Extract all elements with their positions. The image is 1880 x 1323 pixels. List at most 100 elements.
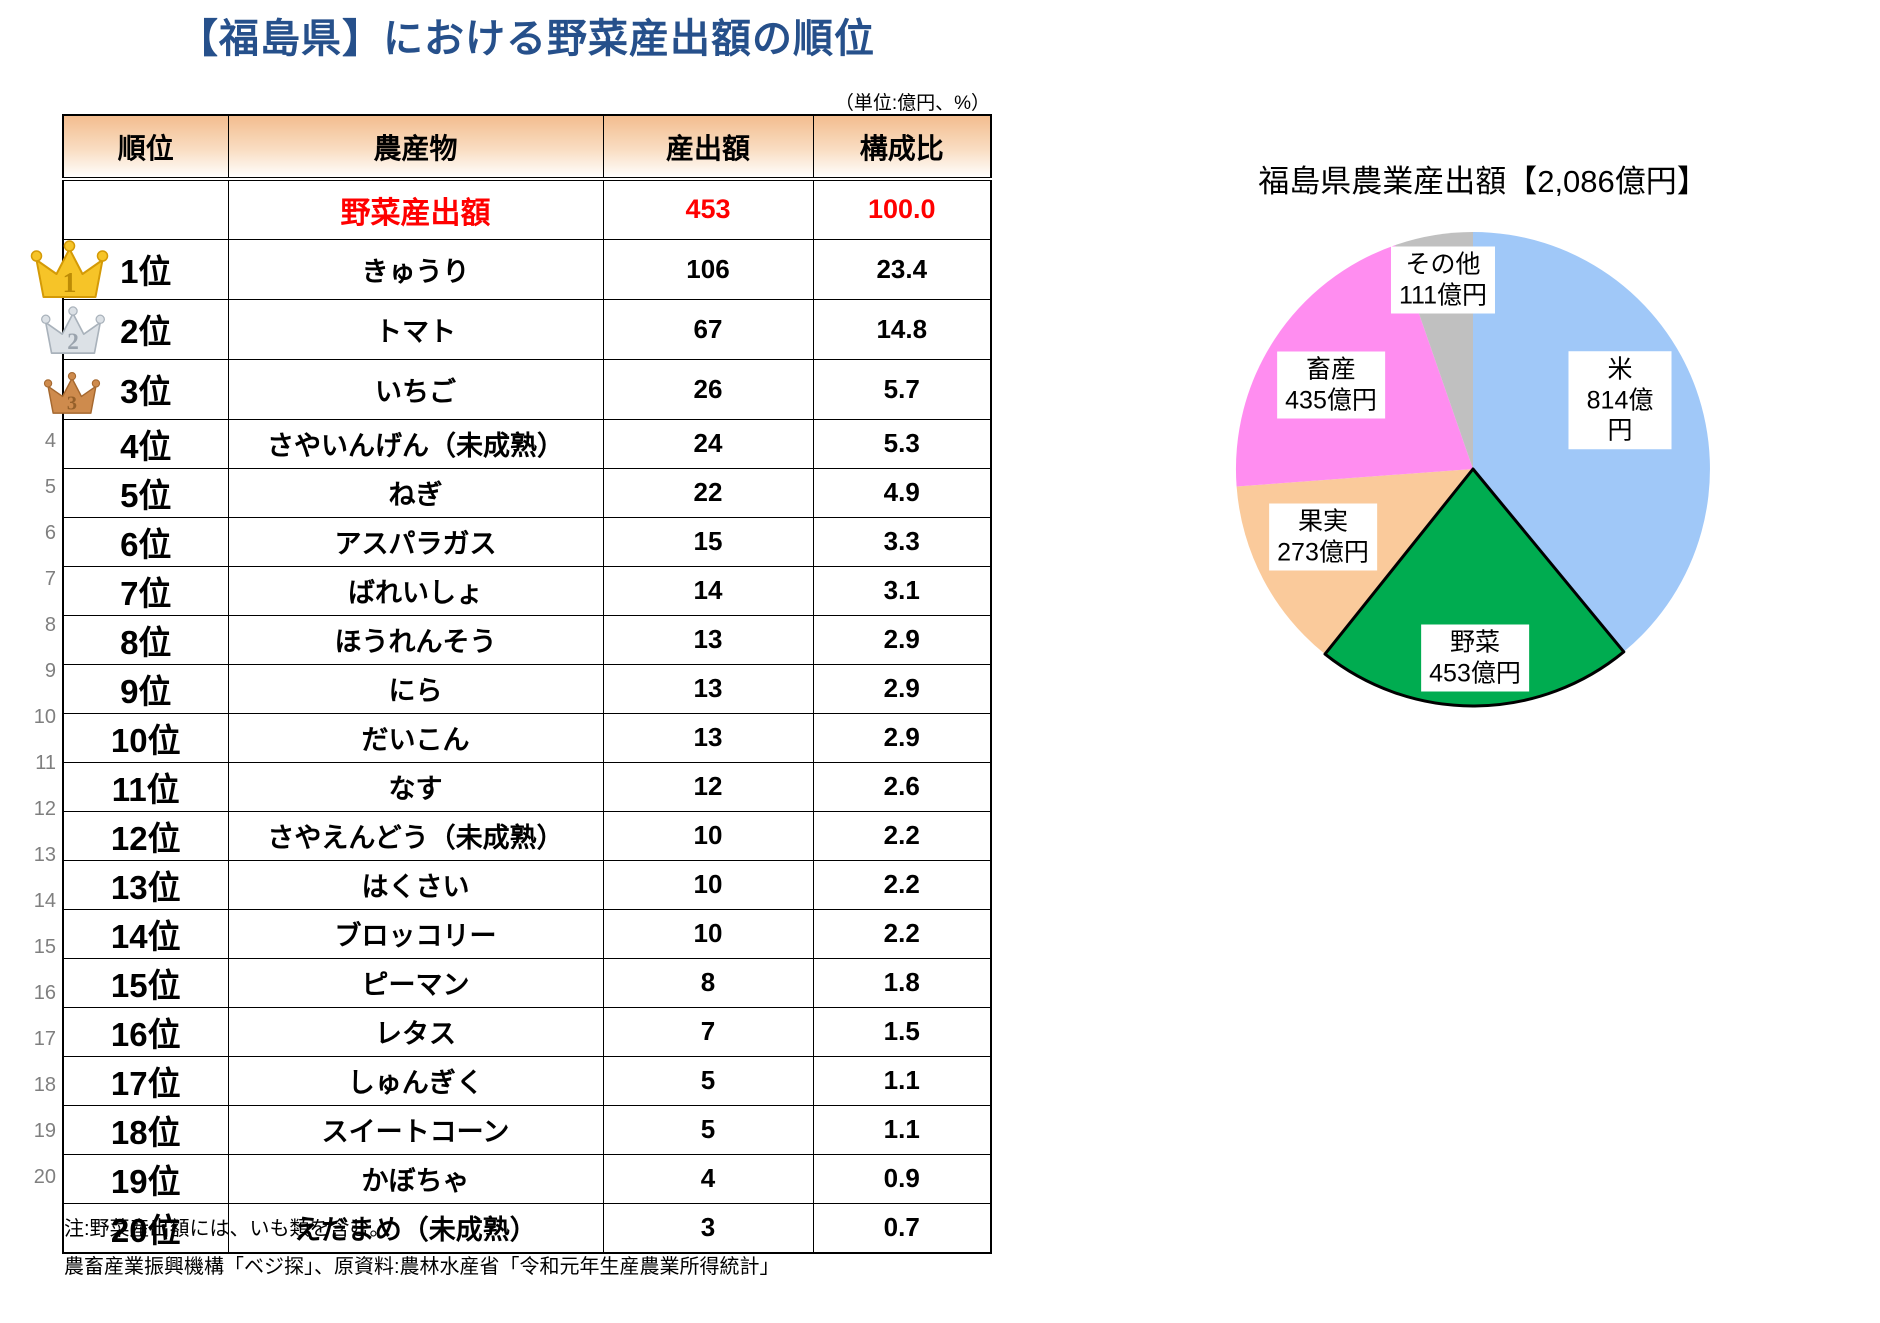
total-row: 野菜産出額 453 100.0 (62, 178, 992, 240)
output-cell: 13 (602, 712, 814, 763)
share-cell: 2.6 (812, 761, 992, 812)
product-cell: ブロッコリー (227, 908, 604, 959)
crown-gold-icon: 1 (22, 240, 117, 304)
pie-chart: 米 814億円 野菜 453億円 果実 273億円 畜産 435億円 その他 111億円 (1223, 219, 1723, 719)
product-cell: スイートコーン (227, 1104, 604, 1155)
product-cell: トマト (227, 298, 604, 360)
output-cell: 10 (602, 859, 814, 910)
col-header-output: 産出額 (602, 114, 814, 181)
product-cell: さやえんどう（未成熟） (227, 810, 604, 861)
pie-label-name: 畜産 (1305, 355, 1356, 384)
table-row: 20位 えだまめ（未成熟） 3 0.7 (62, 1202, 992, 1253)
row-number: 8 (44, 614, 56, 636)
row-number: 5 (44, 476, 56, 498)
output-cell: 5 (602, 1104, 814, 1155)
rank-cell: 9位 (62, 663, 229, 714)
output-cell: 10 (602, 908, 814, 959)
output-cell: 7 (602, 1006, 814, 1057)
rank-cell: 5位 (62, 467, 229, 518)
row-number: 10 (33, 706, 56, 728)
table-row: 10位 だいこん 13 2.9 (62, 712, 992, 763)
table-header: 順位 農産物 産出額 構成比 (62, 114, 992, 181)
row-number: 18 (33, 1074, 56, 1096)
table-row: 19位 かぼちゃ 4 0.9 (62, 1153, 992, 1204)
share-cell: 1.5 (812, 1006, 992, 1057)
output-cell: 26 (602, 358, 814, 420)
table-row: 17位 しゅんぎく 5 1.1 (62, 1055, 992, 1106)
table-row: 3位 いちご 26 5.7 (62, 358, 992, 420)
output-cell: 15 (602, 516, 814, 567)
footnote-2: 農畜産業振興機構「ベジ探」、原資料:農林水産省「令和元年生産農業所得統計」 (64, 1256, 780, 1278)
product-cell: にら (227, 663, 604, 714)
pie-label-畜産: 畜産 435億円 (1277, 351, 1385, 419)
share-cell: 2.2 (812, 908, 992, 959)
table-body: 野菜産出額 453 100.0 1位 きゅうり 106 23.4 2位 トマト 67 14.8… (62, 178, 992, 1253)
header-row: 順位 農産物 産出額 構成比 (62, 114, 992, 181)
output-cell: 12 (602, 761, 814, 812)
row-number: 7 (44, 568, 56, 590)
output-cell: 4 (602, 1153, 814, 1204)
unit-note: （単位:億円、%） (834, 93, 990, 114)
pie-label-name: 野菜 (1449, 628, 1500, 657)
table-row: 14位 ブロッコリー 10 2.2 (62, 908, 992, 959)
pie-label-name: 米 (1607, 355, 1633, 384)
share-cell: 14.8 (812, 298, 992, 360)
ranking-table: 順位 農産物 産出額 構成比 野菜産出額 453 100.0 1位 きゅうり 106… (62, 114, 992, 1254)
rank-cell: 6位 (62, 516, 229, 567)
table-row: 7位 ばれいしょ 14 3.1 (62, 565, 992, 616)
rank-cell: 16位 (62, 1006, 229, 1057)
col-header-share: 構成比 (812, 114, 992, 181)
total-name: 野菜産出額 (227, 178, 604, 240)
row-number: 13 (33, 844, 56, 866)
pie-label-value: 111億円 (1398, 281, 1488, 309)
table-row: 4位 さやいんげん（未成熟） 24 5.3 (62, 418, 992, 469)
total-share: 100.0 (812, 178, 992, 240)
table-row: 2位 トマト 67 14.8 (62, 298, 992, 360)
pie-label-野菜: 野菜 453億円 (1421, 624, 1529, 692)
share-cell: 0.7 (812, 1202, 992, 1253)
row-number: 12 (33, 798, 56, 820)
pie-title: 福島県農業産出額【2,086億円】 (1258, 164, 1708, 199)
share-cell: 1.1 (812, 1104, 992, 1155)
pie-label-value: 273億円 (1277, 538, 1369, 566)
row-number: 11 (35, 752, 56, 774)
share-cell: 2.9 (812, 712, 992, 763)
rank-cell: 14位 (62, 908, 229, 959)
rank-cell: 12位 (62, 810, 229, 861)
table-row: 11位 なす 12 2.6 (62, 761, 992, 812)
rank-cell: 15位 (62, 957, 229, 1008)
rank-cell: 11位 (62, 761, 229, 812)
pie-label-果実: 果実 273億円 (1269, 503, 1377, 571)
share-cell: 3.3 (812, 516, 992, 567)
output-cell: 106 (602, 238, 814, 300)
rank-cell: 4位 (62, 418, 229, 469)
rank-cell: 2位 (62, 298, 229, 360)
row-number: 4 (44, 430, 56, 452)
share-cell: 2.2 (812, 859, 992, 910)
share-cell: 23.4 (812, 238, 992, 300)
product-cell: レタス (227, 1006, 604, 1057)
product-cell: ねぎ (227, 467, 604, 518)
pie-label-value: 814億円 (1586, 385, 1654, 445)
output-cell: 14 (602, 565, 814, 616)
share-cell: 0.9 (812, 1153, 992, 1204)
product-cell: えだまめ（未成熟） (227, 1202, 604, 1253)
table-row: 5位 ねぎ 22 4.9 (62, 467, 992, 518)
table-row: 8位 ほうれんそう 13 2.9 (62, 614, 992, 665)
crown-silver-icon: 2 (40, 304, 106, 361)
footnote-1: 注:野菜産出額には、いも類を含む。 (64, 1218, 390, 1240)
row-number: 14 (33, 890, 56, 912)
pie-label-value: 453億円 (1429, 659, 1521, 687)
crown-bronze-icon: 3 (43, 369, 101, 421)
product-cell: かぼちゃ (227, 1153, 604, 1204)
product-cell: きゅうり (227, 238, 604, 300)
product-cell: だいこん (227, 712, 604, 763)
share-cell: 2.9 (812, 614, 992, 665)
rank-cell: 20位 (62, 1202, 229, 1253)
col-header-rank: 順位 (62, 114, 229, 181)
row-number: 17 (33, 1028, 56, 1050)
share-cell: 1.8 (812, 957, 992, 1008)
share-cell: 4.9 (812, 467, 992, 518)
share-cell: 1.1 (812, 1055, 992, 1106)
